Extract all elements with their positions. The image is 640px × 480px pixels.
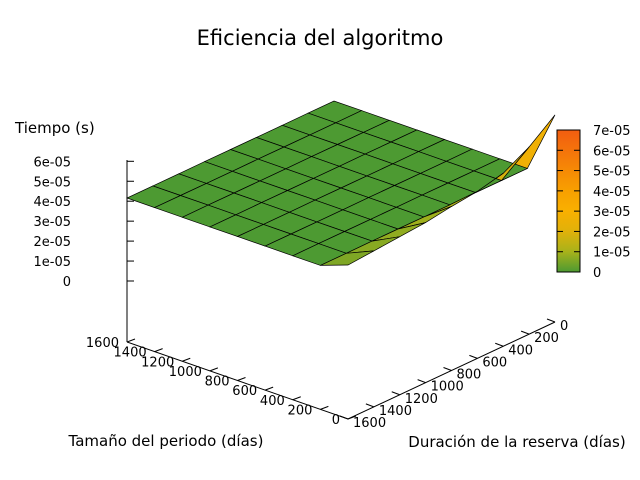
colorbar-tick-label: 4e-05 [593,185,631,200]
y-tick-mark [365,403,375,408]
x-tick-label: 1000 [169,365,202,380]
x-tick-label: 400 [260,394,285,409]
y-tick-label: 0 [560,319,568,334]
x-tick-mark [292,396,301,401]
colorbar-tick-label: 0 [593,266,601,281]
z-tick-label: 5e-05 [33,175,71,190]
y-tick-label: 600 [482,355,507,370]
colorbar-tick-label: 2e-05 [593,225,631,240]
x-tick-mark [209,367,219,372]
x-tick-mark [237,377,246,381]
colorbar-gradient [556,129,581,273]
colorbar-tick-label: 3e-05 [593,205,631,220]
y-tick-label: 200 [534,331,559,346]
surface [126,100,556,266]
y-tick-mark [417,379,426,384]
x-tick-label: 1200 [141,355,174,370]
x-tick-label: 1400 [114,346,147,361]
x-tick-mark [182,357,191,362]
colorbar: 0 1e-05 2e-05 3e-05 4e-05 5e-05 6e-05 7e-05 [556,124,631,281]
y-tick-mark [495,342,504,347]
x-tick-label: 0 [332,413,340,428]
y-tick-mark [469,354,478,359]
x-axis-title: Tamaño del periodo (días) [68,432,264,450]
y-tick-label: 1400 [379,404,412,419]
z-tick-label: 0 [63,275,71,290]
x-tick-label: 600 [232,384,257,399]
colorbar-tick-label: 6e-05 [593,144,631,159]
surface-cell [320,250,375,266]
y-tick-mark [546,318,556,323]
colorbar-tick-label: 5e-05 [593,165,631,180]
x-tick-mark [126,338,136,343]
z-tick-label: 4e-05 [33,195,71,210]
colorbar-tick-label: 1e-05 [593,246,631,261]
z-tick-label: 2e-05 [33,235,71,250]
x-tick-label: 1600 [86,336,119,351]
chart-title: Eficiencia del algoritmo [197,26,444,50]
colorbar-tick-label: 7e-05 [593,124,631,139]
axes: 0200400600800100012001400160002004006008… [33,155,568,431]
x-tick-label: 800 [205,375,230,390]
x-tick-mark [154,348,163,353]
z-axis-title: Tiempo (s) [14,119,95,137]
y-axis-title: Duración de la reserva (días) [408,433,625,451]
x-tick-mark [320,405,329,410]
z-tick-label: 3e-05 [33,215,71,230]
x-tick-mark [347,415,357,420]
x-tick-label: 200 [288,403,313,418]
y-tick-label: 1200 [405,392,438,407]
y-tick-mark [391,391,400,396]
y-tick-label: 1000 [431,380,464,395]
y-tick-mark [339,415,349,420]
x-tick-mark [264,386,274,391]
z-tick-label: 1e-05 [33,255,71,270]
y-tick-label: 1600 [353,416,386,431]
y-tick-mark [443,367,452,371]
z-tick-label: 6e-05 [33,155,71,170]
y-tick-label: 800 [457,368,482,383]
y-tick-mark [520,330,530,335]
y-tick-label: 400 [508,343,533,358]
